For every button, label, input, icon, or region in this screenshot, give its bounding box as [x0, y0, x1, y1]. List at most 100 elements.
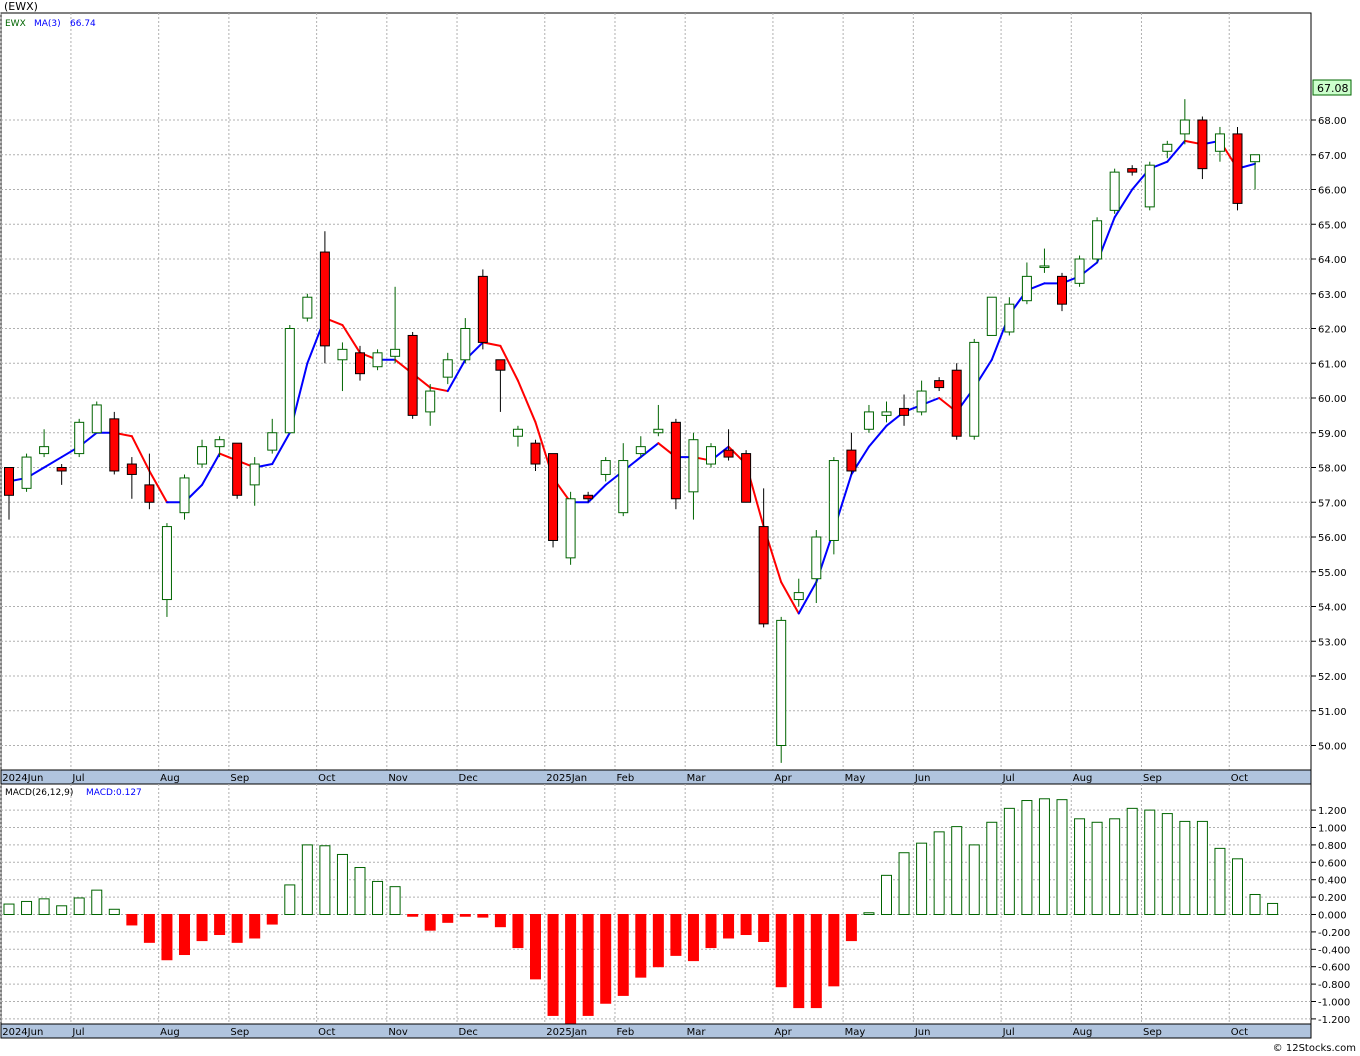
last-price-tag [1312, 79, 1352, 96]
candle-body [425, 390, 436, 413]
ma3-segment [587, 483, 607, 504]
macd-bar-negative [775, 914, 787, 988]
candle-up [442, 352, 453, 385]
x-axis-label: Sep [230, 773, 249, 784]
macd-bar-positive [951, 826, 963, 916]
candle-down [56, 464, 67, 485]
candle-body [670, 421, 681, 500]
candle-body [74, 421, 85, 455]
candle-up [969, 338, 980, 440]
price-x-axis-band [0, 769, 1312, 785]
macd-bar-positive [1214, 847, 1226, 916]
candle-body [337, 348, 348, 361]
macd-bar-negative [547, 914, 559, 1016]
macd-bar-positive [1003, 807, 1015, 915]
macd-bar-negative [249, 914, 261, 939]
candle-up [460, 318, 471, 364]
ma3-segment [201, 452, 221, 486]
candle-body [723, 449, 734, 458]
macd-bar-positive [319, 845, 331, 916]
macd-bar-positive [881, 874, 892, 915]
candle-body [565, 498, 576, 559]
candle-body [1127, 168, 1138, 173]
x-axis-label: Aug [1073, 1027, 1093, 1038]
candle-down [530, 439, 541, 471]
macd-bar-negative [670, 914, 682, 956]
candle-up [337, 342, 348, 392]
candle-body [1162, 143, 1173, 152]
candle-down [548, 453, 559, 548]
candle-up [512, 425, 523, 447]
macd-tick-label: 0.600 [1318, 858, 1347, 869]
candle-up [267, 418, 278, 454]
macd-tick-label: -1.200 [1318, 1015, 1350, 1026]
candle-up [1214, 126, 1225, 162]
macd-bar-positive [108, 908, 120, 916]
candle-down [934, 377, 945, 392]
candle-up [618, 443, 629, 517]
candle-up [811, 530, 822, 604]
candle-up [21, 453, 32, 492]
x-axis-label: Sep [1143, 1027, 1162, 1038]
ma3-segment [1166, 139, 1186, 163]
candle-down [670, 418, 681, 510]
candle-up [372, 349, 383, 371]
ma3-segment [780, 581, 800, 615]
macd-label: MACD(26,12,9) [5, 788, 73, 798]
macd-bar-positive [38, 898, 50, 916]
candle-up [828, 457, 839, 555]
candle-up [600, 457, 611, 482]
candle-up [706, 443, 716, 468]
legend-ma-value: 66.74 [70, 19, 96, 29]
candle-body [846, 449, 857, 472]
macd-bar-positive [1056, 799, 1068, 915]
macd-bar-positive [916, 842, 928, 915]
candle-body [1197, 119, 1208, 170]
macd-bar-positive [354, 867, 366, 916]
candle-body [899, 407, 910, 416]
candle-down [232, 442, 243, 499]
candle-body [758, 526, 769, 625]
ma3-segment [516, 379, 537, 424]
candle-body [144, 484, 155, 503]
candle-down [1127, 165, 1138, 176]
price-tick-label: 57.00 [1318, 498, 1347, 509]
price-tick-label: 62.00 [1318, 325, 1347, 336]
price-tick-label: 58.00 [1318, 464, 1347, 475]
macd-bar-negative [494, 914, 506, 928]
candle-down [583, 491, 594, 503]
x-axis-label: Sep [1143, 773, 1162, 784]
candle-body [267, 432, 278, 451]
macd-tick-label: 1.200 [1318, 806, 1347, 817]
macd-bar-negative [617, 914, 629, 996]
candle-body [21, 456, 32, 489]
candle-down [407, 331, 418, 419]
candle-up [653, 404, 664, 437]
ma3-segment [499, 344, 519, 382]
macd-bar-positive [1091, 821, 1103, 916]
x-axis-label: Feb [616, 1027, 634, 1038]
x-axis-label: May [845, 1027, 866, 1038]
macd-bar-positive [1126, 807, 1138, 915]
candle-body [951, 369, 962, 437]
price-x-axis-labels: 2024Jun Jul Aug Sep Oct Nov Dec 2025Jan Feb Mar Ap… [2, 773, 1248, 784]
x-axis-label: Dec [459, 1027, 478, 1038]
candle-body [179, 477, 190, 514]
candle-body [407, 334, 418, 416]
candle-body [390, 348, 401, 357]
candle-body [828, 460, 839, 541]
macd-bar-positive [863, 912, 875, 916]
macd-bar-negative [600, 914, 612, 1004]
x-axis-label: Nov [388, 773, 408, 784]
macd-bar-negative [266, 914, 278, 925]
ma3-segment [1113, 188, 1134, 219]
candle-up [1144, 161, 1155, 211]
macd-x-axis-band [0, 1023, 1312, 1039]
price-tick-label: 50.00 [1318, 742, 1347, 753]
candle-up [214, 436, 225, 458]
candle-down [1197, 116, 1208, 180]
candle-body [635, 446, 646, 455]
macd-bar-negative [687, 914, 699, 962]
price-tick-label: 54.00 [1318, 603, 1347, 614]
